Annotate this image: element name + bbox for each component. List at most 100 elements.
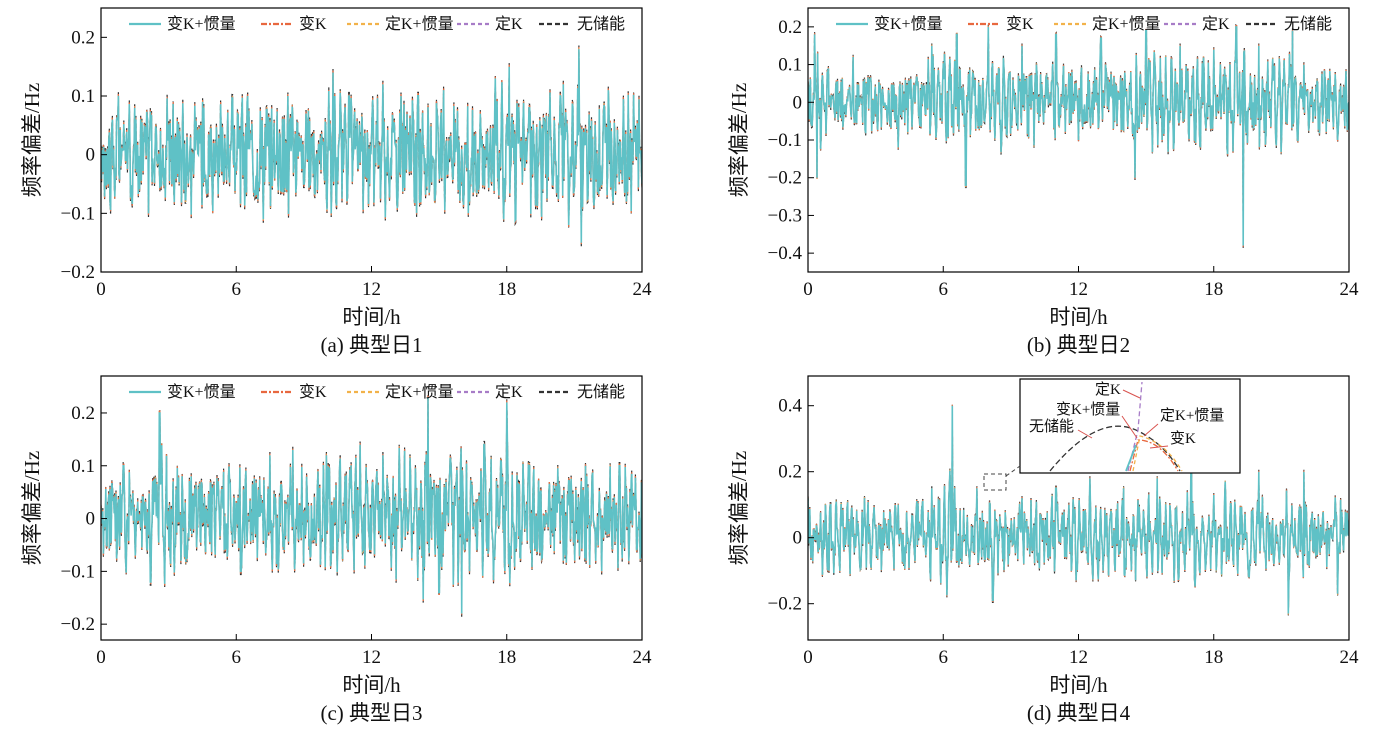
y-tick-label: 0.2 <box>71 27 95 48</box>
legend-label: 变K+惯量 <box>874 15 943 33</box>
zoom-region-box <box>983 473 1007 491</box>
legend: 变K+惯量 变K 定K+惯量 定K 无储能 <box>129 15 625 33</box>
panel-caption: (b) 典型日2 <box>1027 333 1130 357</box>
x-axis-label: 时间/h <box>1049 673 1108 697</box>
legend-label: 无储能 <box>577 383 625 401</box>
inset-curve-var-k-inertia <box>1125 444 1137 472</box>
y-axis-label: 频率偏差/Hz <box>20 451 44 565</box>
chart-panel-4: 0 6 12 18 24 −0.2 0 0.2 0.4 时间/h 频率偏差/Hz (d) 典型日4 定K… <box>727 375 1360 725</box>
y-tick-label: −0.2 <box>61 614 95 635</box>
series-line-3-1 <box>101 397 642 614</box>
x-tick-label: 12 <box>362 279 381 300</box>
y-tick-label: 0.2 <box>778 17 802 38</box>
series-line-2-5 <box>808 24 1349 248</box>
series-line-4-1 <box>808 405 1349 614</box>
legend-label: 变K+惯量 <box>167 383 236 401</box>
x-tick-label: 24 <box>1340 279 1360 300</box>
legend: 变K+惯量 变K 定K+惯量 定K 无储能 <box>129 383 625 401</box>
inset-pointer <box>1149 445 1169 449</box>
chart-panel-2: 0 6 12 18 24 −0.4 −0.3 −0.2 −0.1 0 0.1 0.2 时间/h 频率偏差/… <box>727 7 1360 357</box>
inset-label: 定K <box>1095 381 1121 398</box>
legend-label: 无储能 <box>1284 15 1332 33</box>
x-tick-label: 18 <box>1204 647 1223 668</box>
panel-caption: (a) 典型日1 <box>320 333 422 357</box>
y-axis-label: 频率偏差/Hz <box>727 83 751 197</box>
x-tick-label: 6 <box>232 279 242 300</box>
x-tick-label: 6 <box>232 647 242 668</box>
y-tick-label: 0.2 <box>778 462 802 483</box>
y-tick-label: 0.1 <box>71 86 95 107</box>
x-tick-label: 24 <box>633 647 653 668</box>
x-tick-label: 18 <box>497 279 516 300</box>
x-tick-label: 24 <box>1340 647 1360 668</box>
legend-label: 定K <box>495 383 523 401</box>
legend-label: 定K+惯量 <box>385 15 454 33</box>
x-tick-label: 0 <box>803 279 813 300</box>
x-tick-label: 0 <box>96 279 106 300</box>
y-tick-label: −0.2 <box>768 168 802 189</box>
y-tick-label: −0.1 <box>61 203 95 224</box>
series-line-2-2 <box>808 25 1349 247</box>
inset-curve-fixed-k-inertia <box>1132 435 1183 472</box>
y-tick-label: 0 <box>793 528 803 549</box>
x-tick-label: 24 <box>633 279 653 300</box>
y-tick-label: 0 <box>793 92 803 113</box>
legend-label: 变K <box>1006 15 1034 33</box>
y-tick-label: 0.4 <box>778 396 802 417</box>
inset-pointer <box>1077 429 1093 439</box>
y-tick-label: −0.4 <box>768 243 803 264</box>
y-tick-label: −0.1 <box>768 130 802 151</box>
x-tick-label: 6 <box>939 279 949 300</box>
x-tick-label: 6 <box>939 647 949 668</box>
chart-panel-1: 0 6 12 18 24 −0.2 −0.1 0 0.1 0.2 时间/h 频率偏差/Hz (a) 典型… <box>20 7 653 357</box>
legend-label: 定K+惯量 <box>385 383 454 401</box>
inset-label: 无储能 <box>1029 418 1074 435</box>
y-tick-label: −0.2 <box>61 262 95 283</box>
inset-pointer <box>1122 389 1141 399</box>
x-tick-label: 0 <box>803 647 813 668</box>
inset-curve-fixed-k <box>1127 381 1143 472</box>
chart-panel-3: 0 6 12 18 24 −0.2 −0.1 0 0.1 0.2 时间/h 频率偏差/Hz (c) 典型… <box>20 375 653 725</box>
series-line-1-1 <box>101 49 642 243</box>
x-tick-label: 18 <box>1204 279 1223 300</box>
inset-curve-var-k <box>1129 439 1179 472</box>
x-tick-label: 12 <box>1069 647 1088 668</box>
inset-label: 变K <box>1170 430 1196 447</box>
y-tick-label: 0.2 <box>71 403 95 424</box>
panel-caption: (d) 典型日4 <box>1027 701 1131 725</box>
x-tick-label: 12 <box>362 647 381 668</box>
inset-label: 变K+惯量 <box>1056 401 1120 418</box>
x-axis-label: 时间/h <box>342 305 401 329</box>
x-tick-label: 0 <box>96 647 106 668</box>
y-tick-label: 0.1 <box>71 456 95 477</box>
x-axis-label: 时间/h <box>1049 305 1108 329</box>
legend: 变K+惯量 变K 定K+惯量 定K 无储能 <box>836 15 1332 33</box>
legend-label: 无储能 <box>577 15 625 33</box>
inset-label: 定K+惯量 <box>1160 407 1224 424</box>
y-tick-label: 0 <box>86 509 96 530</box>
y-tick-label: −0.1 <box>61 561 95 582</box>
y-tick-label: 0.1 <box>778 55 802 76</box>
x-tick-label: 18 <box>497 647 516 668</box>
y-tick-label: −0.3 <box>768 205 802 226</box>
legend-label: 变K <box>299 15 327 33</box>
y-axis-label: 频率偏差/Hz <box>727 451 751 565</box>
legend-label: 变K+惯量 <box>167 15 236 33</box>
zoom-connector <box>1005 465 1021 477</box>
inset-curve-no-storage <box>1049 425 1181 472</box>
legend-label: 定K <box>1202 15 1230 33</box>
legend-label: 定K+惯量 <box>1092 15 1161 33</box>
x-axis-label: 时间/h <box>342 673 401 697</box>
legend-label: 变K <box>299 383 327 401</box>
panel-caption: (c) 典型日3 <box>320 701 422 725</box>
y-tick-label: 0 <box>86 145 96 166</box>
inset-pointer <box>1143 423 1159 437</box>
inset-frame <box>1019 378 1241 474</box>
series-line-2-1 <box>808 26 1349 246</box>
y-tick-label: −0.2 <box>768 594 802 615</box>
x-tick-label: 12 <box>1069 279 1088 300</box>
legend-label: 定K <box>495 15 523 33</box>
